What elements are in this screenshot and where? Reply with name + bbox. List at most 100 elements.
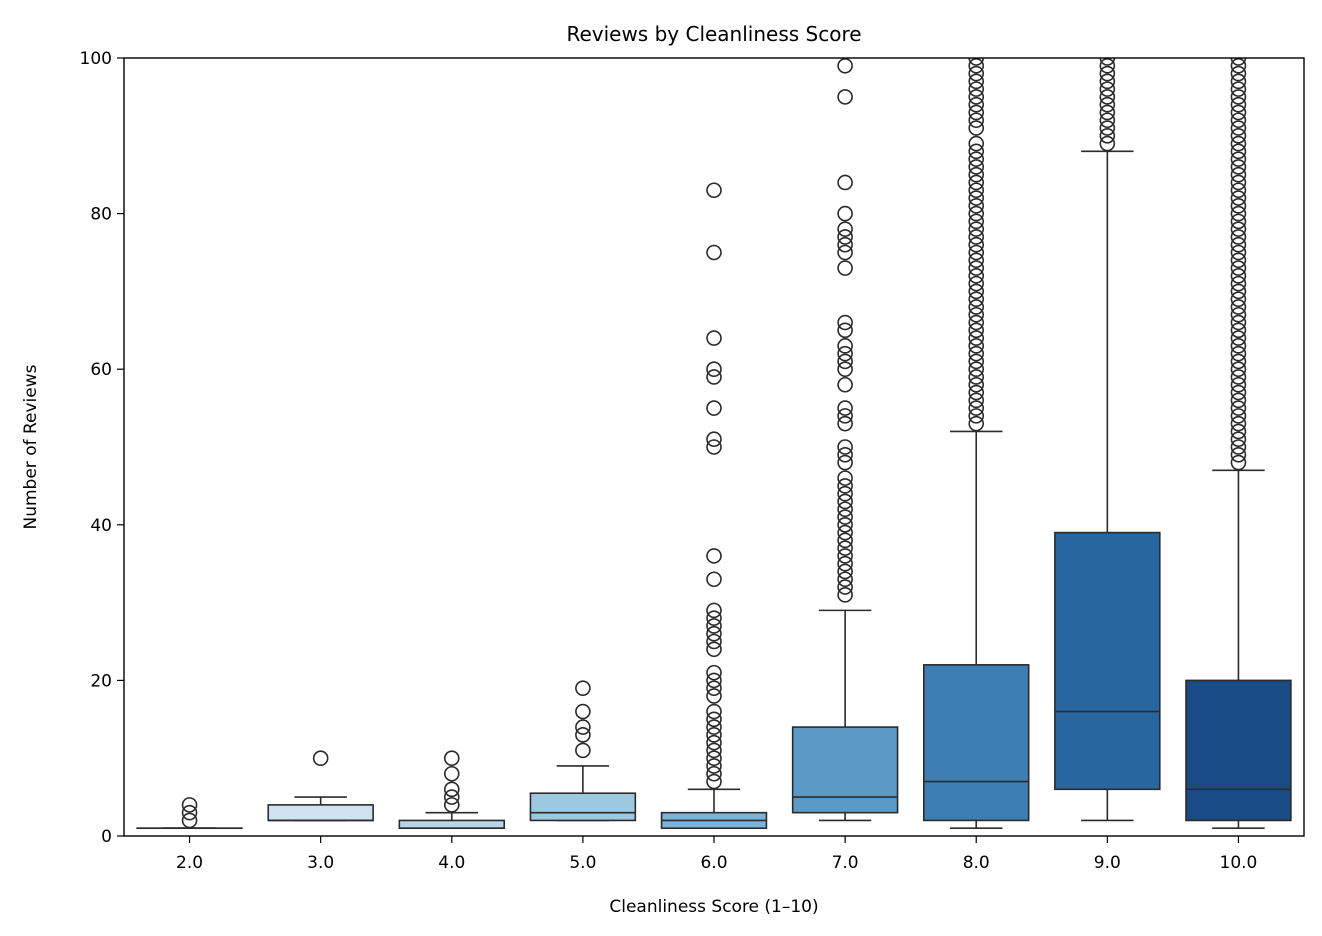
x-tick-label: 3.0 bbox=[307, 853, 334, 873]
chart-title: Reviews by Cleanliness Score bbox=[566, 22, 861, 46]
outlier-point bbox=[837, 322, 853, 339]
outlier-point bbox=[968, 104, 985, 121]
outlier-point bbox=[1230, 439, 1247, 455]
outlier-point bbox=[968, 151, 985, 167]
outlier-point bbox=[181, 804, 198, 821]
box-group-2-0 bbox=[136, 797, 243, 830]
outlier-point bbox=[1230, 314, 1247, 331]
outlier-point bbox=[968, 229, 985, 245]
outlier-point bbox=[181, 797, 198, 813]
outlier-point bbox=[968, 89, 985, 105]
outlier-point bbox=[1099, 65, 1116, 82]
outlier-point bbox=[1230, 229, 1247, 245]
outlier-point bbox=[1230, 330, 1247, 346]
outlier-point bbox=[706, 641, 722, 658]
outlier-point bbox=[968, 291, 985, 307]
outlier-point bbox=[1230, 283, 1247, 300]
outlier-point bbox=[1099, 128, 1116, 144]
x-tick-label: 5.0 bbox=[569, 853, 596, 873]
outlier-point bbox=[1230, 408, 1247, 424]
outlier-point bbox=[837, 493, 853, 510]
outlier-point bbox=[968, 361, 985, 378]
outlier-point bbox=[1230, 392, 1247, 409]
outlier-point bbox=[1230, 236, 1247, 253]
outlier-point bbox=[968, 205, 985, 222]
outlier-point bbox=[181, 812, 198, 829]
outlier-point bbox=[968, 369, 985, 385]
x-tick-label: 6.0 bbox=[700, 853, 727, 873]
outlier-point bbox=[837, 376, 853, 393]
outlier-point bbox=[706, 618, 722, 634]
outlier-point bbox=[837, 478, 853, 494]
outlier-point bbox=[1230, 182, 1247, 199]
outlier-point bbox=[706, 330, 722, 346]
outlier-point bbox=[837, 89, 853, 105]
box-iqr bbox=[1185, 679, 1292, 822]
outlier-point bbox=[837, 579, 853, 595]
outlier-point bbox=[706, 765, 722, 782]
outlier-point bbox=[1230, 299, 1247, 315]
outlier-point bbox=[837, 516, 853, 533]
outlier-point bbox=[1230, 244, 1247, 261]
box-group-10-0 bbox=[1185, 58, 1292, 830]
x-tick-label: 7.0 bbox=[832, 853, 859, 873]
outlier-point bbox=[837, 485, 853, 502]
outlier-point bbox=[968, 268, 985, 284]
outlier-point bbox=[1099, 112, 1116, 129]
outlier-point bbox=[1230, 338, 1247, 354]
outlier-point bbox=[837, 501, 853, 518]
outlier-point bbox=[1230, 252, 1247, 269]
outlier-point bbox=[1230, 446, 1247, 463]
outlier-point bbox=[706, 672, 722, 689]
outlier-point bbox=[706, 727, 722, 743]
outlier-point bbox=[1230, 376, 1247, 393]
boxes-layer bbox=[136, 58, 1292, 830]
outlier-point bbox=[1230, 400, 1247, 416]
outlier-point bbox=[1230, 58, 1247, 66]
x-tick-label: 9.0 bbox=[1094, 853, 1121, 873]
outlier-point bbox=[968, 260, 985, 276]
box-group-7-0 bbox=[791, 58, 899, 822]
outlier-point bbox=[1230, 415, 1247, 432]
outlier-point bbox=[1230, 454, 1247, 471]
y-axis: 0 20 40 60 80 100 bbox=[80, 49, 124, 847]
box-group-9-0 bbox=[1054, 58, 1161, 822]
outlier-point bbox=[443, 765, 460, 782]
outlier-point bbox=[837, 454, 853, 471]
outlier-point bbox=[968, 159, 985, 175]
outlier-point bbox=[968, 345, 985, 362]
outlier-point bbox=[443, 781, 460, 798]
outlier-point bbox=[968, 221, 985, 237]
outlier-point bbox=[968, 244, 985, 261]
outlier-point bbox=[837, 205, 853, 222]
outlier-point bbox=[968, 143, 985, 160]
outlier-point bbox=[706, 750, 722, 767]
outlier-point bbox=[706, 400, 722, 416]
box-iqr bbox=[398, 819, 506, 830]
outlier-point bbox=[837, 244, 853, 261]
outlier-point bbox=[968, 182, 985, 199]
outlier-point bbox=[1230, 198, 1247, 214]
outlier-point bbox=[575, 680, 591, 696]
outlier-point bbox=[968, 330, 985, 346]
outlier-point bbox=[1099, 120, 1116, 136]
outlier-point bbox=[837, 361, 853, 378]
outlier-point bbox=[706, 680, 722, 696]
outlier-point bbox=[837, 58, 853, 74]
outlier-point bbox=[706, 688, 722, 704]
outlier-point bbox=[1099, 96, 1116, 113]
outlier-point bbox=[968, 384, 985, 401]
y-tick-label: 20 bbox=[90, 671, 112, 691]
outlier-point bbox=[1230, 151, 1247, 167]
outlier-point bbox=[706, 734, 722, 751]
outlier-point bbox=[706, 758, 722, 774]
box-iqr bbox=[791, 726, 899, 814]
outlier-point bbox=[706, 431, 722, 448]
box-group-4-0 bbox=[398, 750, 506, 830]
outlier-point bbox=[1230, 260, 1247, 276]
outlier-point bbox=[837, 415, 853, 432]
outlier-point bbox=[706, 182, 722, 199]
outlier-point bbox=[837, 345, 853, 362]
y-tick-label: 0 bbox=[101, 827, 112, 847]
